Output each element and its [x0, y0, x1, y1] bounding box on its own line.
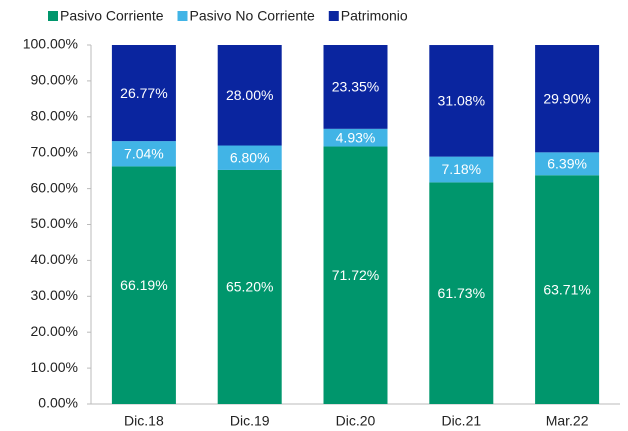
value-label: 7.18%	[441, 161, 481, 177]
x-tick-label: Mar.22	[546, 413, 589, 429]
x-tick-label: Dic.21	[441, 413, 481, 429]
legend-label: Pasivo No Corriente	[190, 8, 315, 24]
bar-segment	[111, 166, 176, 404]
value-label: 66.19%	[120, 277, 167, 293]
value-label: 6.80%	[230, 149, 270, 165]
value-label: 6.39%	[547, 156, 587, 172]
value-label: 7.04%	[124, 145, 164, 161]
bar-segment	[111, 45, 176, 142]
bar-segment	[535, 45, 600, 153]
value-label: 4.93%	[336, 129, 376, 145]
y-tick-label: 60.00%	[31, 179, 78, 195]
value-label: 23.35%	[332, 79, 379, 95]
value-label: 71.72%	[332, 267, 379, 283]
legend-swatch	[48, 11, 58, 21]
bar-segment	[429, 156, 494, 183]
y-tick-label: 40.00%	[31, 251, 78, 267]
bar-segment	[323, 146, 388, 404]
value-label: 28.00%	[226, 87, 273, 103]
y-tick-label: 70.00%	[31, 143, 78, 159]
bar-segment	[429, 45, 494, 157]
value-label: 65.20%	[226, 279, 273, 295]
bar-segment	[217, 45, 282, 146]
legend-swatch	[328, 11, 339, 21]
y-tick-label: 80.00%	[31, 108, 78, 124]
x-tick-label: Dic.19	[230, 413, 270, 429]
y-tick-label: 10.00%	[31, 359, 78, 375]
value-label: 61.73%	[438, 285, 485, 301]
bar-segment	[323, 128, 388, 147]
y-tick-label: 20.00%	[31, 323, 78, 339]
value-label: 63.71%	[543, 281, 590, 297]
x-tick-label: Dic.20	[336, 413, 376, 429]
bar-segment	[429, 182, 494, 404]
bar-segment	[535, 175, 600, 404]
bar-segment	[323, 45, 388, 129]
x-tick-label: Dic.18	[124, 413, 164, 429]
y-tick-label: 50.00%	[31, 215, 78, 231]
bar-segment	[111, 141, 176, 167]
y-tick-label: 100.00%	[23, 36, 78, 52]
legend-label: Patrimonio	[341, 8, 408, 24]
y-tick-label: 30.00%	[31, 287, 78, 303]
y-tick-label: 90.00%	[31, 72, 78, 88]
bar-segment	[217, 169, 282, 404]
y-tick-label: 0.00%	[38, 395, 78, 411]
legend-label: Pasivo Corriente	[60, 8, 164, 24]
bar-segment	[535, 152, 600, 176]
value-label: 26.77%	[120, 85, 167, 101]
value-label: 29.90%	[543, 90, 590, 106]
value-label: 31.08%	[438, 93, 485, 109]
bar-segment	[217, 145, 282, 170]
legend-swatch	[177, 11, 188, 21]
